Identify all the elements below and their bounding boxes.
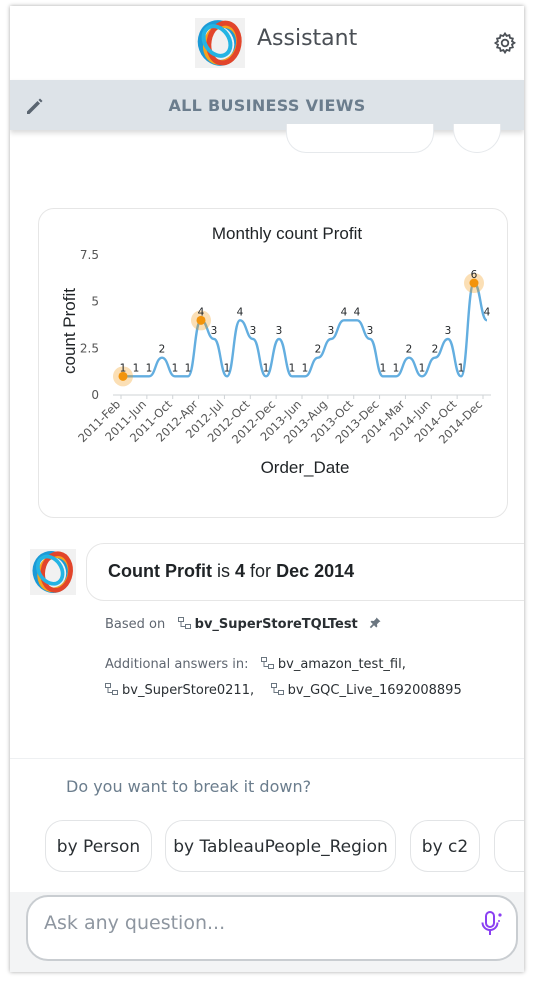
chart-card: Monthly count Profit count Profit Order_… (38, 208, 508, 518)
previous-message-bubble (286, 124, 434, 153)
highlight-point (118, 371, 128, 381)
additional-answers-line: Additional answers in: bv_amazon_test_fi… (105, 657, 406, 672)
business-views-bar[interactable]: ALL BUSINESS VIEWS (10, 80, 524, 130)
gear-icon[interactable] (493, 31, 517, 55)
data-label: 1 (172, 362, 179, 374)
additional-answers-line-2: bv_SuperStore0211, bv_GQC_Live_169200889… (105, 683, 462, 698)
question-input-box[interactable] (26, 895, 518, 961)
question-input[interactable] (42, 907, 466, 939)
pin-icon[interactable] (368, 616, 382, 630)
additional-view-link[interactable]: bv_GQC_Live_1692008895 (287, 683, 462, 698)
data-label: 3 (445, 325, 452, 337)
y-tick-label: 7.5 (80, 248, 99, 262)
data-label: 4 (198, 306, 205, 318)
breakdown-chip-more[interactable] (494, 820, 524, 872)
y-tick-label: 5 (91, 295, 99, 309)
data-label: 3 (367, 325, 374, 337)
answer-period: Dec 2014 (276, 561, 355, 581)
data-label: 3 (250, 325, 257, 337)
additional-view-link[interactable]: bv_SuperStore0211, (122, 683, 255, 698)
breakdown-chip-region[interactable]: by TableauPeople_Region (165, 820, 396, 872)
previous-message-avatar (453, 124, 501, 153)
additional-answers-label: Additional answers in: (105, 657, 249, 672)
answer-text: Count Profit is 4 for Dec 2014 (108, 561, 354, 582)
business-view-icon (177, 617, 191, 629)
data-label: 1 (185, 362, 192, 374)
chart-title: Monthly count Profit (212, 224, 363, 243)
data-label: 4 (484, 306, 491, 318)
highlight-point (469, 278, 479, 288)
data-label: 1 (263, 362, 270, 374)
data-label: 3 (276, 325, 283, 337)
assistant-logo-icon (195, 18, 245, 68)
data-label: 1 (458, 362, 465, 374)
business-view-icon (270, 683, 284, 695)
app-title: Assistant (257, 26, 358, 51)
business-view-icon (260, 657, 274, 669)
series-line (122, 281, 488, 378)
assistant-panel: Assistant ALL BUSINESS VIEWS Monthly cou… (10, 6, 524, 972)
based-on-label: Based on (105, 617, 166, 632)
answer-value: 4 (235, 561, 246, 581)
data-label: 2 (315, 344, 322, 356)
business-views-title[interactable]: ALL BUSINESS VIEWS (168, 96, 366, 115)
data-label: 4 (354, 306, 361, 318)
business-view-icon (105, 683, 118, 695)
data-label: 6 (471, 269, 478, 281)
data-label: 2 (432, 344, 439, 356)
chart-ylabel: count Profit (60, 288, 79, 374)
breakdown-chip-c2[interactable]: by c2 (410, 820, 480, 872)
y-tick-label: 0 (91, 388, 99, 402)
breakdown-chip-person[interactable]: by Person (45, 820, 152, 872)
data-label: 1 (133, 362, 140, 374)
data-label: 1 (146, 362, 153, 374)
microphone-icon[interactable] (478, 909, 504, 939)
data-label: 2 (406, 344, 413, 356)
data-label: 4 (341, 306, 348, 318)
data-label: 1 (380, 362, 387, 374)
data-label: 1 (302, 362, 309, 374)
data-label: 4 (237, 306, 244, 318)
answer-connector: for (250, 561, 272, 581)
data-label: 3 (328, 325, 335, 337)
assistant-avatar-icon (30, 549, 76, 595)
data-label: 3 (211, 325, 218, 337)
data-label: 1 (393, 362, 400, 374)
data-label: 1 (289, 362, 296, 374)
based-on-business-view[interactable]: bv_SuperStoreTQLTest (194, 617, 358, 632)
breakdown-question: Do you want to break it down? (66, 777, 312, 796)
chart-xlabel: Order_Date (261, 458, 350, 477)
data-label: 1 (419, 362, 426, 374)
question-input-area (10, 892, 524, 972)
answer-bubble: Count Profit is 4 for Dec 2014 (86, 543, 524, 601)
data-label: 1 (224, 362, 231, 374)
answer-measure: Count Profit (108, 561, 212, 581)
line-chart: Monthly count Profit count Profit Order_… (60, 224, 491, 477)
additional-view-link[interactable]: bv_amazon_test_fil, (277, 657, 406, 672)
data-label: 1 (120, 362, 127, 374)
y-tick-label: 2.5 (80, 341, 99, 355)
data-label: 2 (159, 344, 166, 356)
highlight-point (196, 315, 206, 325)
pencil-icon[interactable] (25, 96, 45, 116)
based-on-line: Based on bv_SuperStoreTQLTest (105, 616, 382, 632)
header: Assistant (10, 6, 524, 80)
answer-verb: is (217, 561, 230, 581)
breakdown-panel: Do you want to break it down? by Person … (10, 758, 524, 893)
